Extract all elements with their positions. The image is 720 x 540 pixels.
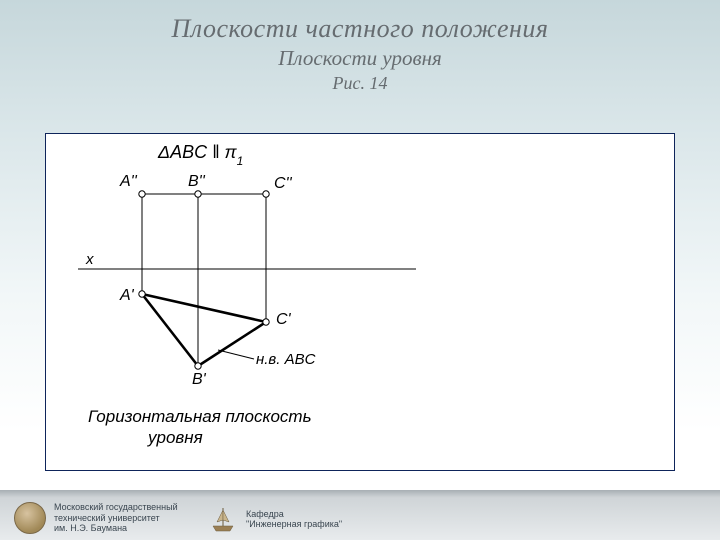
footer-left-text: Московский государственный технический у… (54, 502, 178, 533)
footer-left-line: Московский государственный (54, 502, 178, 512)
leader-line (218, 350, 254, 359)
slide: Плоскости частного положения Плоскости у… (0, 0, 720, 540)
title-figure-number: Рис. 14 (0, 73, 720, 94)
natural-size-label: н.в. ABC (256, 351, 316, 368)
engineering-diagram: A'' B'' C'' A' B' C' x ΔABC ‖ π1 н.в. ABC Горизон… (46, 134, 674, 470)
point-node (263, 191, 269, 197)
footer-right-line: "Инженерная графика" (246, 519, 342, 529)
caption-line-2: уровня (147, 428, 203, 447)
condition-label: ΔABC ‖ π1 (157, 142, 243, 168)
point-node (139, 291, 145, 297)
footer-left-line: им. Н.Э. Баумана (54, 523, 178, 533)
footer-left-line: технический университет (54, 513, 178, 523)
caption-line-1: Горизонтальная плоскость (88, 407, 312, 426)
axis-label-x: x (85, 251, 94, 268)
footer-right: Кафедра "Инженерная графика" (208, 504, 342, 534)
point-label: C' (276, 311, 292, 328)
point-node (195, 363, 201, 369)
title-sub: Плоскости уровня (0, 46, 720, 71)
footer-left: Московский государственный технический у… (14, 502, 178, 534)
triangle-abc-horizontal (142, 294, 266, 366)
title-block: Плоскости частного положения Плоскости у… (0, 14, 720, 94)
point-label: A'' (119, 173, 138, 190)
figure-container: A'' B'' C'' A' B' C' x ΔABC ‖ π1 н.в. ABC Горизон… (46, 134, 674, 470)
point-node (139, 191, 145, 197)
point-node (195, 191, 201, 197)
footer-right-line: Кафедра (246, 509, 342, 519)
point-label: A' (119, 287, 135, 304)
point-label: C'' (274, 175, 293, 192)
title-main: Плоскости частного положения (0, 14, 720, 44)
university-seal-icon (14, 502, 46, 534)
ship-emblem-icon (208, 504, 238, 534)
point-node (263, 319, 269, 325)
footer-right-text: Кафедра "Инженерная графика" (246, 509, 342, 530)
point-label: B' (192, 371, 207, 388)
point-label: B'' (188, 173, 206, 190)
